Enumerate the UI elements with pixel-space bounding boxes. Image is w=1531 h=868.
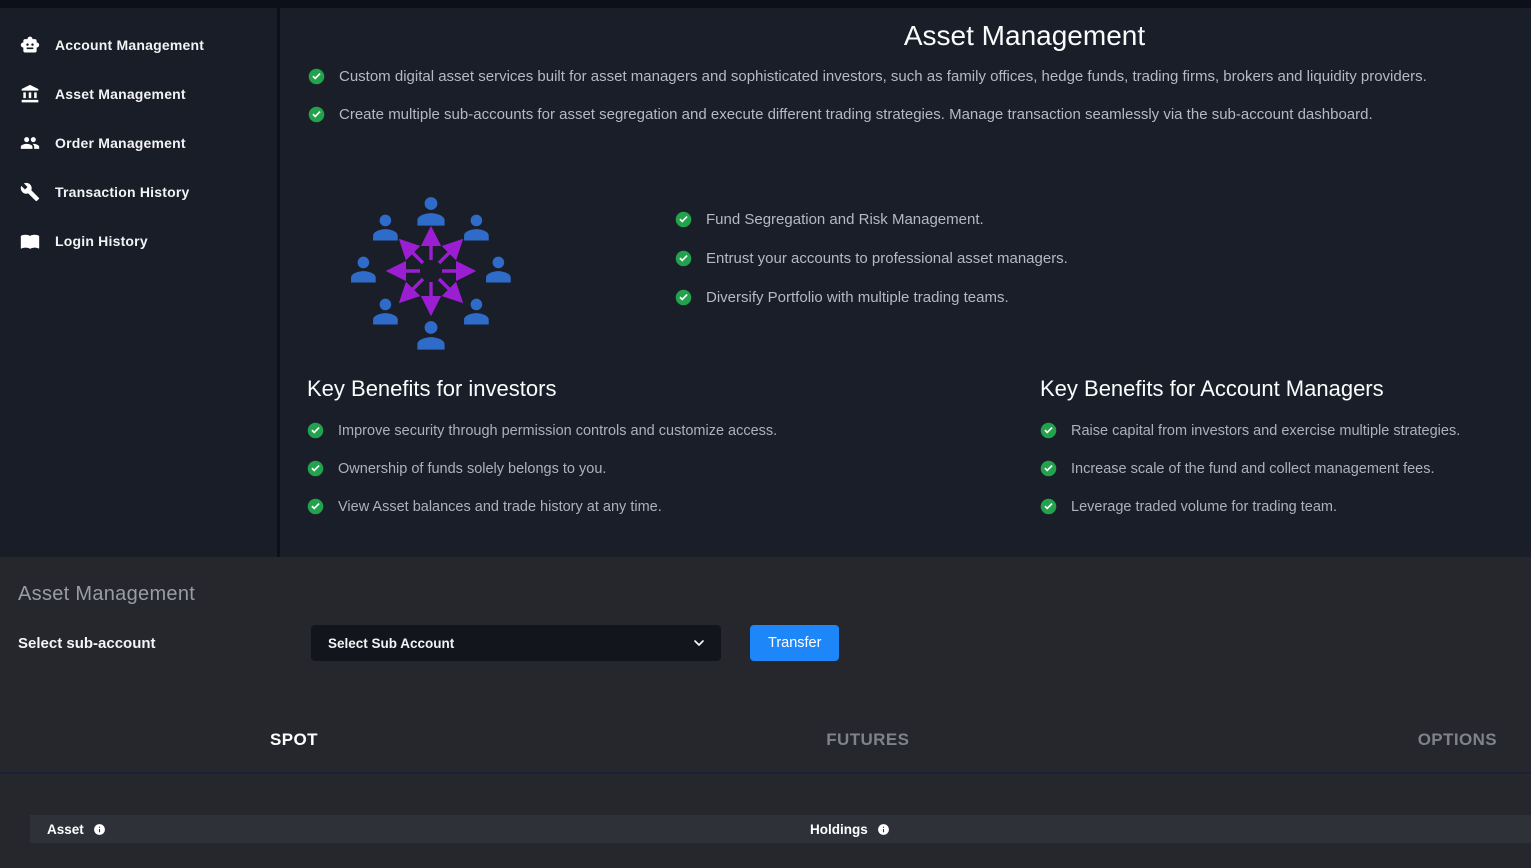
check-circle-icon xyxy=(308,68,325,85)
sidebar-item-label: Transaction History xyxy=(55,183,190,200)
column-header-asset: Asset xyxy=(47,822,106,837)
market-tabs: SPOT FUTURES OPTIONS xyxy=(0,725,1531,755)
check-circle-icon xyxy=(308,106,325,123)
sidebar-item-asset-management[interactable]: Asset Management xyxy=(0,69,277,118)
feature-point: Fund Segregation and Risk Management. xyxy=(675,211,1068,228)
feature-point: Entrust your accounts to professional as… xyxy=(675,250,1068,267)
benefit-point: View Asset balances and trade history at… xyxy=(307,498,947,515)
benefit-point: Raise capital from investors and exercis… xyxy=(1040,422,1530,439)
sidebar-item-label: Asset Management xyxy=(55,85,186,102)
benefits-managers: Key Benefits for Account Managers Raise … xyxy=(1040,376,1530,536)
tab-options[interactable]: OPTIONS xyxy=(1417,730,1497,749)
benefit-point: Leverage traded volume for trading team. xyxy=(1040,498,1530,515)
benefit-point-text: Improve security through permission cont… xyxy=(338,422,778,439)
benefit-point-text: Raise capital from investors and exercis… xyxy=(1071,422,1461,439)
sub-account-select-value: Select Sub Account xyxy=(328,635,455,651)
transfer-button[interactable]: Transfer xyxy=(750,625,840,661)
column-header-label: Asset xyxy=(47,821,84,837)
wrench-icon xyxy=(20,182,40,202)
intro-point: Create multiple sub-accounts for asset s… xyxy=(308,106,1531,123)
benefit-point-text: View Asset balances and trade history at… xyxy=(338,498,662,515)
check-circle-icon xyxy=(675,250,692,267)
sidebar-item-label: Account Management xyxy=(55,36,205,53)
tab-spot[interactable]: SPOT xyxy=(270,730,318,749)
feature-list: Fund Segregation and Risk Management. En… xyxy=(675,211,1068,328)
robot-icon xyxy=(20,35,40,55)
select-sub-account-label: Select sub-account xyxy=(18,635,156,652)
sidebar-item-login-history[interactable]: Login History xyxy=(0,216,277,265)
info-icon[interactable] xyxy=(93,823,106,836)
sidebar-item-label: Login History xyxy=(55,232,148,249)
benefits-investors: Key Benefits for investors Improve secur… xyxy=(307,376,947,536)
benefit-point: Improve security through permission cont… xyxy=(307,422,947,439)
intro-point: Custom digital asset services built for … xyxy=(308,68,1531,85)
sidebar-item-account-management[interactable]: Account Management xyxy=(0,20,277,69)
feature-point-text: Fund Segregation and Risk Management. xyxy=(706,211,984,228)
feature-point-text: Entrust your accounts to professional as… xyxy=(706,250,1068,267)
benefit-point: Ownership of funds solely belongs to you… xyxy=(307,460,947,477)
sidebar: Account Management Asset Management Orde… xyxy=(0,8,280,557)
people-icon xyxy=(20,133,40,153)
check-circle-icon xyxy=(1040,422,1057,439)
benefit-point-text: Increase scale of the fund and collect m… xyxy=(1071,460,1435,477)
team-network-illustration xyxy=(346,188,516,358)
check-circle-icon xyxy=(307,422,324,439)
panel-title: Asset Management xyxy=(18,583,196,605)
asset-management-panel: Asset Management Select sub-account Sele… xyxy=(0,557,1531,868)
check-circle-icon xyxy=(307,460,324,477)
benefit-point: Increase scale of the fund and collect m… xyxy=(1040,460,1530,477)
top-area: Account Management Asset Management Orde… xyxy=(0,8,1531,557)
sidebar-item-transaction-history[interactable]: Transaction History xyxy=(0,167,277,216)
benefits-investors-title: Key Benefits for investors xyxy=(307,376,557,401)
intro-list: Custom digital asset services built for … xyxy=(308,68,1531,123)
sidebar-item-label: Order Management xyxy=(55,134,186,151)
benefits-managers-title: Key Benefits for Account Managers xyxy=(1040,376,1384,401)
benefit-point-text: Leverage traded volume for trading team. xyxy=(1071,498,1337,515)
check-circle-icon xyxy=(675,211,692,228)
tab-divider xyxy=(0,772,1531,774)
book-icon xyxy=(20,231,40,251)
check-circle-icon xyxy=(1040,460,1057,477)
chevron-down-icon xyxy=(691,635,707,651)
feature-point-text: Diversify Portfolio with multiple tradin… xyxy=(706,289,1009,306)
feature-point: Diversify Portfolio with multiple tradin… xyxy=(675,289,1068,306)
tab-futures[interactable]: FUTURES xyxy=(826,730,910,749)
check-circle-icon xyxy=(675,289,692,306)
check-circle-icon xyxy=(1040,498,1057,515)
bank-icon xyxy=(20,84,40,104)
intro-point-text: Create multiple sub-accounts for asset s… xyxy=(339,106,1373,123)
sub-account-select[interactable]: Select Sub Account xyxy=(311,625,721,661)
info-icon[interactable] xyxy=(877,823,890,836)
benefit-point-text: Ownership of funds solely belongs to you… xyxy=(338,460,607,477)
sidebar-item-order-management[interactable]: Order Management xyxy=(0,118,277,167)
intro-point-text: Custom digital asset services built for … xyxy=(339,68,1427,85)
check-circle-icon xyxy=(307,498,324,515)
table-header-row: Asset Holdings xyxy=(30,815,1531,843)
hero-panel: Asset Management Custom digital asset se… xyxy=(280,8,1531,557)
column-header-holdings: Holdings xyxy=(810,822,890,837)
column-header-label: Holdings xyxy=(810,821,868,837)
page-title: Asset Management xyxy=(903,20,1146,51)
